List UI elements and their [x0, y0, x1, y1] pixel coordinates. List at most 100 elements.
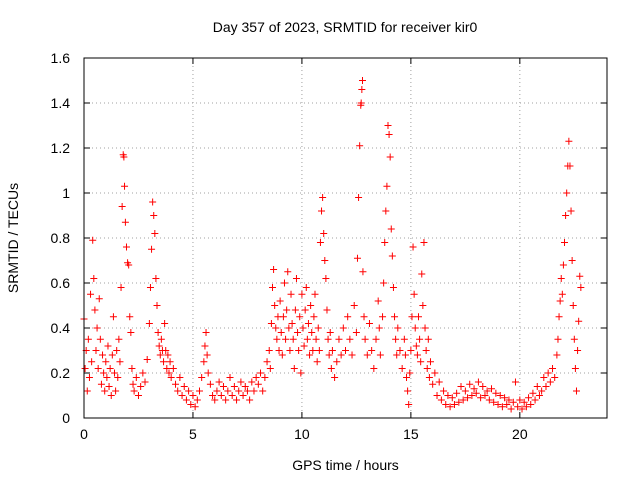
data-point [117, 284, 125, 291]
data-point [126, 313, 134, 321]
data-point [437, 396, 445, 404]
data-point [248, 378, 256, 386]
data-point [468, 392, 476, 399]
data-point [306, 351, 314, 359]
data-point [257, 369, 265, 377]
data-point [94, 365, 102, 372]
data-point [193, 396, 201, 404]
data-point [386, 153, 394, 161]
data-point [433, 392, 441, 399]
data-point [490, 398, 498, 406]
data-point [271, 302, 279, 309]
data-point [409, 243, 417, 251]
data-point [324, 335, 332, 343]
data-point [290, 365, 298, 372]
data-point [485, 396, 493, 404]
data-point [381, 239, 389, 246]
data-point [421, 324, 429, 332]
data-point [435, 378, 443, 386]
data-point [540, 374, 548, 381]
data-point [359, 268, 367, 276]
data-point [457, 383, 465, 390]
data-point [562, 212, 570, 219]
data-point [353, 254, 361, 262]
data-point [389, 284, 397, 291]
data-point [422, 347, 430, 354]
data-point [466, 380, 474, 388]
data-point [322, 275, 330, 282]
data-point [577, 284, 585, 291]
data-point [298, 290, 306, 298]
data-point [85, 374, 93, 381]
data-point [201, 342, 209, 350]
x-tick-label: 15 [403, 426, 419, 442]
data-point [411, 324, 419, 332]
data-point [549, 365, 557, 372]
data-point [209, 392, 217, 399]
data-point [442, 401, 450, 408]
data-point [348, 351, 356, 359]
grid [84, 58, 607, 418]
data-point [525, 394, 533, 402]
data-point [164, 351, 172, 359]
data-point [370, 365, 378, 372]
data-point [280, 279, 288, 287]
data-point [572, 387, 580, 395]
data-point [91, 306, 99, 314]
data-point [308, 329, 316, 336]
x-axis-label: GPS time / hours [292, 457, 399, 473]
y-tick-label: 1.4 [51, 95, 71, 111]
data-point [535, 392, 543, 399]
data-point [505, 396, 513, 404]
data-point [303, 335, 311, 343]
data-point [178, 392, 186, 399]
data-point [102, 358, 110, 366]
data-point [388, 252, 396, 260]
data-point [311, 290, 319, 298]
data-point [150, 212, 158, 219]
data-point [509, 398, 517, 406]
data-point [203, 351, 211, 359]
data-point [111, 369, 119, 377]
y-tick-label: 0.8 [51, 230, 71, 246]
data-point [455, 398, 463, 406]
data-point [163, 365, 171, 372]
data-point [279, 313, 287, 321]
data-point [134, 392, 142, 399]
data-point [420, 239, 428, 246]
data-point [315, 347, 323, 354]
data-point [283, 306, 291, 314]
data-point [459, 396, 467, 404]
data-point [275, 347, 283, 354]
data-point [501, 394, 509, 402]
data-point [87, 290, 95, 298]
data-point [574, 347, 582, 354]
y-tick-label: 1 [62, 185, 70, 201]
data-point [93, 324, 101, 332]
data-point [339, 324, 347, 332]
data-point [424, 335, 432, 343]
data-point [254, 380, 262, 388]
data-point [387, 225, 395, 233]
data-point [365, 320, 373, 327]
data-point [121, 218, 129, 226]
data-points [80, 77, 585, 413]
data-point [533, 383, 541, 390]
data-point [109, 313, 117, 321]
data-point [344, 313, 352, 321]
data-point [326, 329, 334, 336]
y-tick-label: 1.2 [51, 140, 71, 156]
data-point [358, 86, 366, 93]
data-point [101, 387, 109, 395]
data-point [431, 369, 439, 377]
data-point [113, 347, 121, 354]
data-point [289, 335, 297, 343]
data-point [553, 351, 561, 359]
data-point [479, 383, 487, 390]
data-point [325, 351, 333, 359]
data-point [228, 392, 236, 399]
data-point [310, 313, 318, 321]
data-point [358, 77, 366, 84]
data-point [187, 401, 195, 408]
data-point [219, 383, 227, 390]
